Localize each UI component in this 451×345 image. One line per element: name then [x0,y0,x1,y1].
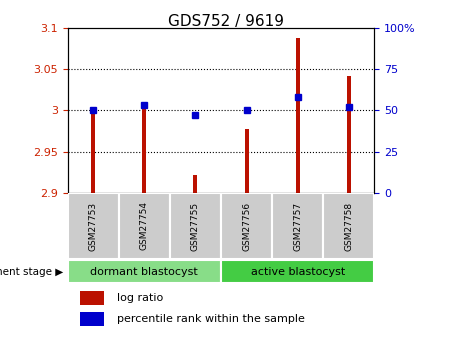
Bar [68,260,221,283]
Bar [221,260,374,283]
Text: GSM27756: GSM27756 [242,201,251,250]
Bar [170,193,221,259]
Bar [91,108,95,193]
Text: GSM27755: GSM27755 [191,201,200,250]
Bar [80,291,104,305]
Text: GSM27754: GSM27754 [140,201,149,250]
Text: GDS752 / 9619: GDS752 / 9619 [167,14,284,29]
Bar [272,193,323,259]
Text: GSM27757: GSM27757 [293,201,302,250]
Bar [244,129,249,193]
Text: development stage ▶: development stage ▶ [0,267,63,277]
Bar [119,193,170,259]
Text: log ratio: log ratio [116,294,163,303]
Bar [347,76,351,193]
Bar [142,103,147,193]
Bar [221,193,272,259]
Text: dormant blastocyst: dormant blastocyst [91,267,198,277]
Bar [68,193,119,259]
Text: GSM27758: GSM27758 [344,201,353,250]
Text: percentile rank within the sample: percentile rank within the sample [116,314,304,324]
Text: GSM27753: GSM27753 [89,201,98,250]
Bar [193,175,198,193]
Bar [295,38,300,193]
Text: active blastocyst: active blastocyst [251,267,345,277]
Bar [80,312,104,326]
Bar [323,193,374,259]
